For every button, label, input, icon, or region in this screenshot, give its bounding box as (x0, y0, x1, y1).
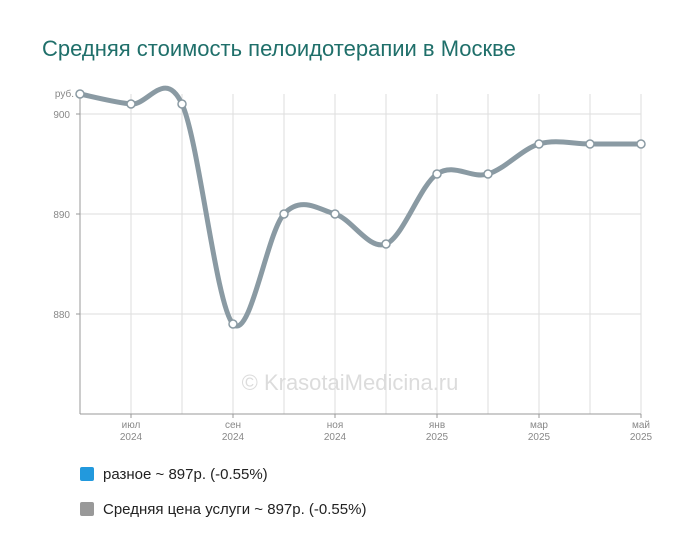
x-tick-label-year: 2025 (426, 432, 449, 443)
x-tick-label-month: мар (530, 420, 548, 431)
series-line-average-price (77, 85, 644, 329)
x-tick-label-year: 2025 (528, 432, 551, 443)
data-point (228, 319, 238, 329)
data-point (330, 209, 340, 219)
x-tick-label-year: 2024 (222, 432, 245, 443)
x-tick-label-month: ноя (327, 420, 344, 431)
data-point (279, 209, 289, 219)
legend-item-average-price[interactable]: Средняя цена услуги ~ 897р. (-0.55%) (80, 498, 366, 520)
y-tick-label: 880 (53, 310, 70, 321)
legend-item-raznoe[interactable]: разное ~ 897р. (-0.55%) (80, 463, 366, 485)
chart-title: Средняя стоимость пелоидотерапии в Москв… (42, 36, 516, 61)
data-point (126, 99, 136, 109)
x-tick-label-year: 2025 (630, 432, 653, 443)
x-tick-label-month: июл (122, 420, 141, 431)
x-tick-label-month: янв (429, 420, 445, 431)
x-tick-label-month: сен (225, 420, 241, 431)
data-point (75, 89, 85, 99)
legend-swatch-average-price (80, 502, 94, 516)
data-point (534, 139, 544, 149)
data-point (177, 99, 187, 109)
legend-label-raznoe: разное ~ 897р. (-0.55%) (103, 465, 268, 483)
x-tick-label-year: 2024 (324, 432, 347, 443)
x-tick-label-month: май (632, 420, 650, 431)
data-point (636, 139, 646, 149)
data-point (381, 239, 391, 249)
data-point (483, 169, 493, 179)
data-point (585, 139, 595, 149)
series-line-raznoe (78, 86, 643, 328)
y-tick-label: 900 (53, 110, 70, 121)
x-tick-label-year: 2024 (120, 432, 143, 443)
y-tick-label: 890 (53, 210, 70, 221)
legend-label-average-price: Средняя цена услуги ~ 897р. (-0.55%) (103, 500, 367, 518)
legend-swatch-raznoe (80, 467, 94, 481)
chart-legend: разное ~ 897р. (-0.55%) Средняя цена усл… (80, 463, 366, 533)
y-axis-unit-label: руб. (55, 88, 74, 100)
data-point (432, 169, 442, 179)
